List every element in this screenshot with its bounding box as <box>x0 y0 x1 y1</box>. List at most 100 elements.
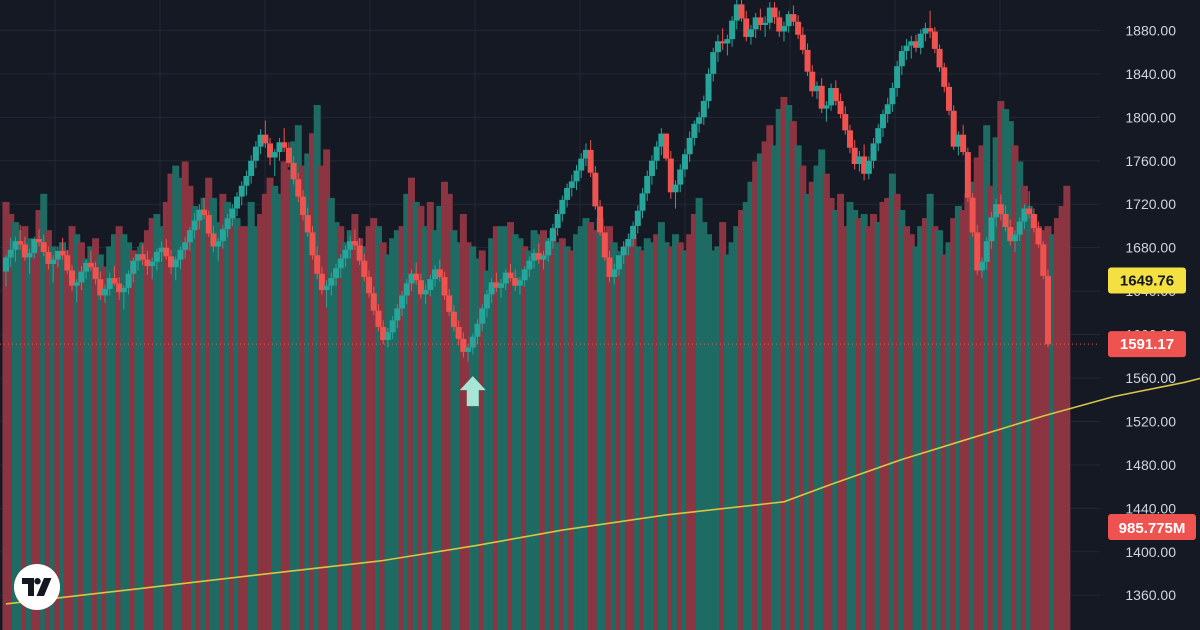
candle-body <box>257 134 264 147</box>
candle-body <box>483 294 490 309</box>
candle-body <box>144 259 151 267</box>
volume-bar <box>1044 226 1052 630</box>
volume-bar <box>1053 218 1061 630</box>
volume-bar <box>106 246 114 630</box>
candle <box>281 128 288 153</box>
volume-bar <box>125 242 133 630</box>
candle-body <box>540 255 547 260</box>
candle <box>243 170 250 196</box>
volume-bar <box>813 165 821 630</box>
candle <box>762 16 769 37</box>
candle-body <box>31 238 38 254</box>
candle-body <box>705 73 712 102</box>
candle <box>64 249 71 274</box>
volume-bar <box>1011 145 1019 630</box>
candle <box>215 237 222 261</box>
volume-bar <box>115 226 123 630</box>
candle <box>328 272 335 296</box>
candle <box>941 63 948 93</box>
candle <box>210 225 217 252</box>
candle <box>960 124 967 156</box>
candle-body <box>545 241 552 256</box>
candle-body <box>271 152 278 158</box>
volume-bar <box>799 165 807 630</box>
candle-body <box>648 160 655 176</box>
candle-body <box>573 170 580 182</box>
candle-body <box>644 175 651 194</box>
volume-bar <box>59 242 67 630</box>
volume-bar <box>827 197 835 630</box>
candle-body <box>912 41 919 48</box>
candle <box>559 195 566 222</box>
volume-bar <box>21 226 29 630</box>
candle-body <box>729 20 736 40</box>
volume-bar <box>983 125 991 630</box>
tradingview-logo[interactable] <box>14 564 60 610</box>
volume-bar <box>789 121 797 630</box>
candle <box>625 233 632 256</box>
y-tick-label: 1560.00 <box>1125 370 1176 386</box>
volume-bar <box>96 254 104 630</box>
ma-line <box>5 377 1200 605</box>
volume-bar <box>756 153 764 630</box>
candle <box>554 209 561 236</box>
candle <box>488 278 495 304</box>
candle <box>399 291 406 317</box>
volume-bar <box>129 250 137 630</box>
volume-bar <box>1039 230 1047 630</box>
candle-body <box>884 104 891 115</box>
candle-body <box>724 39 731 44</box>
volume-bar <box>417 205 425 630</box>
candle <box>102 284 109 304</box>
candle-body <box>818 85 825 109</box>
candle <box>526 256 533 277</box>
volume-bar <box>610 242 618 630</box>
candle-body <box>92 267 99 280</box>
volume-bar <box>290 141 298 630</box>
candle-body <box>677 169 684 185</box>
candle-body <box>149 261 156 267</box>
volume-bar <box>558 238 566 630</box>
candle <box>182 236 189 259</box>
candle <box>912 34 919 53</box>
volume-bar <box>936 230 944 630</box>
volume-badge-label: 985.775M <box>1119 520 1186 537</box>
candle-body <box>842 114 849 131</box>
candle-body <box>837 101 844 115</box>
volume-bar <box>1002 109 1010 630</box>
candle-body <box>875 128 882 144</box>
candle <box>323 280 330 308</box>
candle-body <box>554 213 561 229</box>
volume-bar <box>464 242 472 630</box>
candle-body <box>611 269 618 277</box>
candle-body <box>337 258 344 269</box>
y-tick-label: 1800.00 <box>1125 109 1176 125</box>
candles <box>3 0 1051 362</box>
candle <box>540 250 547 270</box>
candle <box>705 68 712 109</box>
candle-body <box>196 209 203 221</box>
volume-bar <box>101 266 109 630</box>
candle <box>483 290 490 318</box>
y-tick-label: 1480.00 <box>1125 457 1176 473</box>
volume-bar <box>893 193 901 630</box>
volume-bar <box>1016 161 1024 630</box>
candle <box>219 224 226 249</box>
volume-bar <box>851 210 859 630</box>
tv-logo-icon <box>22 578 52 596</box>
candle-body <box>469 336 476 348</box>
volume-bar <box>252 226 260 630</box>
candle-body <box>182 242 189 250</box>
volume-bar <box>728 242 736 630</box>
volume-bar <box>87 246 95 630</box>
candle-body <box>290 162 297 180</box>
candle <box>832 80 839 106</box>
volume-bar <box>525 250 533 630</box>
candle <box>785 10 792 33</box>
candle-body <box>889 87 896 105</box>
volume-bar <box>898 210 906 630</box>
volume-bar <box>370 218 378 630</box>
volume-bar <box>516 238 524 630</box>
